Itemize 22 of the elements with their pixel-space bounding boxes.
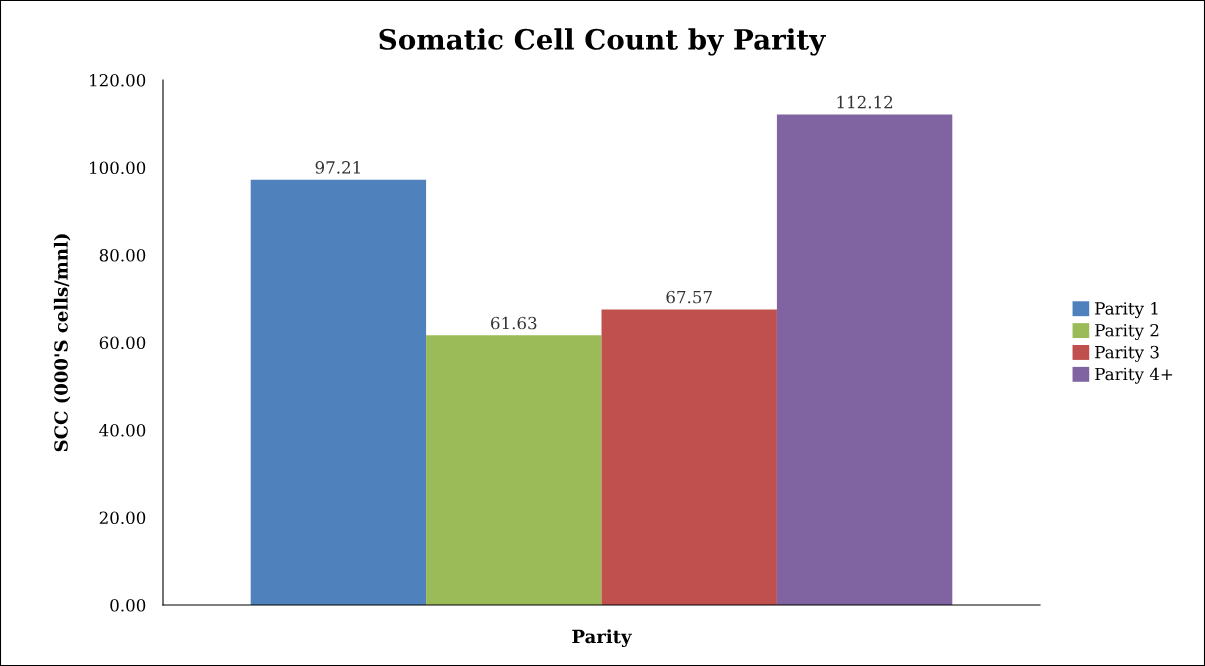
- y-tick-label: 20.00: [99, 511, 146, 525]
- data-label: 112.12: [837, 95, 893, 109]
- data-label: 61.63: [491, 316, 537, 330]
- legend-label: Parity 4+: [1095, 367, 1173, 384]
- bar: [776, 114, 953, 605]
- chart-title: Somatic Cell Count by Parity: [379, 28, 826, 56]
- y-axis-title: SCC (000'S cells/mnl): [53, 234, 71, 452]
- y-tick-label: 80.00: [99, 248, 146, 262]
- bar: [250, 179, 427, 605]
- bar: [426, 335, 602, 605]
- legend-label: Parity 2: [1095, 323, 1159, 340]
- y-tick-label: 40.00: [99, 423, 146, 437]
- y-tick-label: 60.00: [99, 336, 146, 350]
- y-tick-label: 0.00: [110, 598, 146, 612]
- data-label: 67.57: [666, 290, 712, 304]
- data-label: 97.21: [315, 161, 360, 174]
- y-tick-label: 120.00: [90, 73, 146, 87]
- y-tick-label: 100.00: [90, 161, 146, 175]
- x-axis-title: Parity: [572, 629, 632, 648]
- legend-label: Parity 1: [1095, 302, 1158, 319]
- bar: [601, 309, 777, 605]
- legend-label: Parity 3: [1095, 345, 1159, 362]
